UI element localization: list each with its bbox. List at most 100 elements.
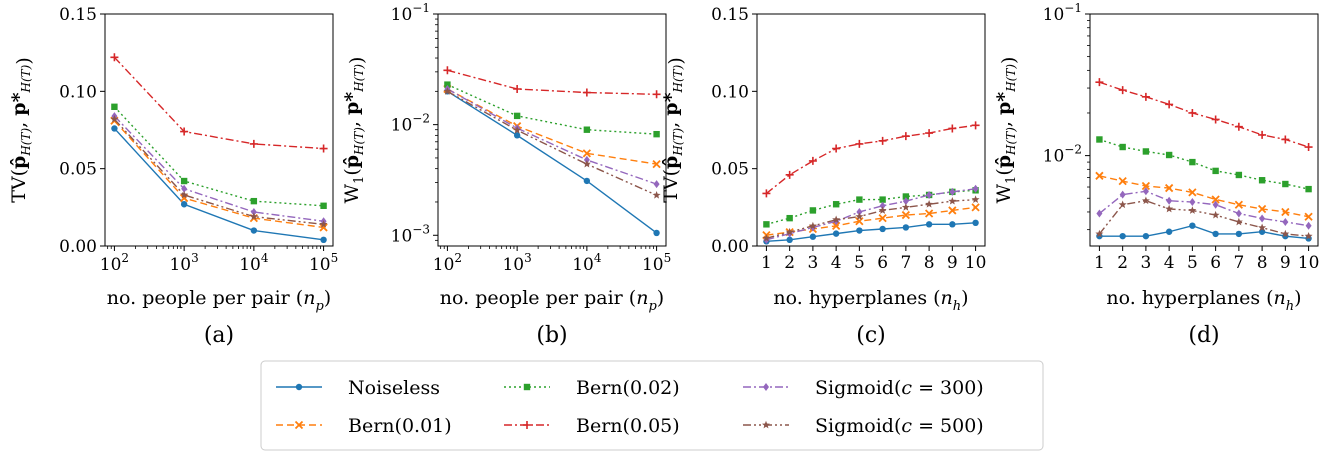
data-point: [948, 124, 957, 133]
data-point: [1096, 136, 1103, 143]
x-tick-label: 3: [807, 253, 818, 273]
series-line: [1099, 224, 1309, 240]
data-point: [181, 184, 188, 193]
x-tick-label: 103: [502, 251, 531, 275]
data-point: [111, 125, 118, 132]
series-bern-0-01-: [1095, 171, 1313, 221]
series-bern-0-02-: [444, 81, 660, 138]
y-tick-label: 10−1: [391, 1, 430, 25]
series-sigmoid-c-500-: [762, 195, 980, 242]
data-point: [856, 207, 863, 216]
x-tick-label: 103: [169, 251, 198, 275]
x-axis-label: no. people per pair (np): [107, 287, 331, 314]
x-tick-label: 6: [877, 253, 888, 273]
x-tick-label: 1: [1094, 253, 1105, 273]
data-point: [1235, 209, 1242, 218]
data-point: [513, 126, 522, 134]
data-point: [925, 200, 934, 208]
series-sigmoid-c-300-: [1096, 187, 1312, 230]
data-point: [1165, 204, 1174, 213]
series-line: [766, 198, 976, 239]
data-point: [1235, 230, 1243, 238]
legend-marker: [294, 420, 304, 430]
data-point: [1118, 177, 1127, 186]
data-point: [1212, 230, 1219, 238]
data-point: [926, 190, 933, 199]
data-point: [856, 196, 863, 203]
x-tick-label: 8: [1257, 253, 1268, 273]
data-point: [513, 84, 522, 93]
series-sigmoid-c-500-: [443, 87, 661, 199]
x-tick-label: 2: [784, 253, 795, 273]
series-line: [447, 88, 657, 165]
series-line: [1098, 190, 1309, 227]
x-tick-label: 10: [1298, 253, 1320, 273]
data-point: [1304, 231, 1313, 240]
data-point: [652, 159, 661, 169]
x-tick-label: 9: [947, 253, 958, 273]
legend-item: Sigmoid(c = 300): [743, 377, 984, 399]
y-tick-label: 0.15: [59, 5, 97, 25]
panel-3: 1 2 3 4 5 6 7 8 9 10 0.00 0.05 0.10 0.15 no. hyperplan…: [660, 5, 986, 348]
data-point: [513, 112, 521, 120]
x-tick-label: 2: [1117, 253, 1128, 273]
data-point: [250, 197, 258, 205]
data-point: [250, 207, 257, 216]
legend-label: Sigmoid(c = 300): [815, 377, 984, 399]
y-tick-label: 0.15: [711, 5, 749, 25]
legend-item: Sigmoid(c = 500): [743, 415, 984, 437]
data-point: [110, 53, 119, 62]
data-point: [444, 81, 451, 88]
data-point: [971, 203, 980, 212]
y-tick-label: 0.10: [711, 82, 749, 102]
series-line: [113, 118, 324, 226]
data-point: [1211, 210, 1220, 219]
data-point: [1095, 171, 1104, 180]
data-point: [879, 225, 886, 233]
x-tick-label: 1: [761, 253, 772, 273]
series-line: [766, 188, 976, 241]
series-sigmoid-c-300-: [763, 184, 979, 244]
x-tick-label: 3: [1140, 253, 1151, 273]
data-point: [653, 130, 660, 138]
data-point: [1282, 180, 1289, 188]
y-tick-label: 0.10: [59, 82, 97, 102]
data-point: [925, 129, 934, 138]
data-point: [1142, 187, 1149, 196]
data-point: [582, 159, 591, 168]
x-tick-label: 5: [1187, 253, 1198, 273]
data-point: [1305, 185, 1312, 193]
series-bern-0-05-: [443, 66, 661, 99]
data-point: [443, 66, 452, 75]
data-point: [1119, 190, 1126, 199]
series-bern-0-01-: [110, 116, 328, 232]
data-point: [762, 234, 771, 242]
legend-item: Bern(0.01): [276, 415, 452, 437]
data-point: [786, 214, 793, 222]
legend-label: Noiseless: [348, 377, 440, 399]
data-point: [320, 236, 327, 244]
series-noiseless: [111, 125, 327, 244]
data-point: [1304, 212, 1313, 221]
data-point: [319, 223, 328, 232]
panel-label: (a): [204, 323, 234, 348]
data-point: [948, 196, 957, 205]
legend-marker: [523, 383, 531, 391]
x-axis-label: no. people per pair (np): [440, 287, 664, 314]
series-line: [1099, 81, 1309, 148]
plot-frame: [756, 13, 986, 247]
legend-label: Sigmoid(c = 500): [815, 415, 984, 437]
data-point: [1258, 130, 1267, 139]
y-axis-label: W1(p̂H(T), p*H(T)): [993, 57, 1020, 204]
data-point: [762, 189, 771, 198]
data-point: [1188, 108, 1197, 117]
y-tick-label: 0.00: [59, 237, 97, 257]
data-point: [1282, 217, 1289, 226]
data-point: [785, 227, 794, 236]
y-tick-label: 10−2: [391, 112, 430, 136]
data-point: [832, 144, 841, 153]
data-point: [180, 127, 189, 136]
series-bern-0-05-: [110, 53, 328, 153]
data-point: [1234, 122, 1243, 131]
